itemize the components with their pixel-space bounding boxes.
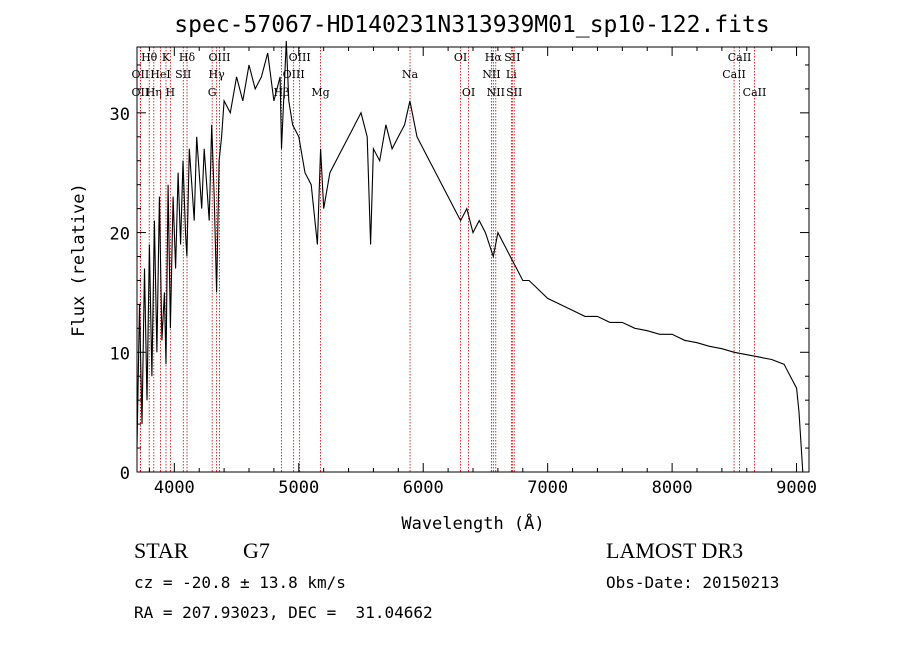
x-tick-label-0: 4000 <box>154 478 195 498</box>
plot-frame <box>136 46 810 473</box>
line-label-6: H <box>166 86 176 99</box>
line-label-4: HeI <box>150 68 170 81</box>
x-tick-label-1: 5000 <box>278 478 319 498</box>
line-label-11: OIII <box>208 51 230 64</box>
line-label-12: Hβ <box>274 86 290 99</box>
line-label-25: CaII <box>722 68 746 81</box>
line-label-20: Hα <box>485 51 503 64</box>
line-label-15: Mg <box>311 86 329 99</box>
object-class: STAR <box>134 538 189 563</box>
line-label-1: OII <box>132 86 150 99</box>
line-label-24: SII <box>506 86 522 99</box>
chart-title: spec-57067-HD140231N313939M01_sp10-122.f… <box>174 12 769 38</box>
line-label-17: OI <box>454 51 467 64</box>
y-tick-label-3: 30 <box>110 105 130 125</box>
line-label-22: Li <box>506 68 517 81</box>
observation-date: Obs-Date: 20150213 <box>606 573 780 592</box>
line-label-16: Na <box>402 68 419 81</box>
line-label-13: OIII <box>283 68 305 81</box>
line-label-3: Hη <box>146 86 162 99</box>
emission-line-markers: OIIOIIHθHηHeIKHSIIHδGHγOIIIHβOIIIOIIIMgN… <box>132 47 767 472</box>
line-label-26: CaII <box>728 51 752 64</box>
redshift-readout: cz = -20.8 ± 13.8 km/s <box>134 573 346 592</box>
y-tick-label-2: 20 <box>110 225 130 245</box>
y-tick-label-0: 0 <box>120 464 130 484</box>
survey-label: LAMOST DR3 <box>606 538 744 563</box>
spectrum-line <box>136 40 804 473</box>
line-label-18: OI <box>462 86 475 99</box>
x-tick-label-3: 7000 <box>527 478 568 498</box>
x-tick-label-2: 6000 <box>403 478 444 498</box>
line-label-7: SII <box>175 68 191 81</box>
y-tick-label-1: 10 <box>110 344 130 364</box>
object-subclass: G7 <box>243 538 270 563</box>
x-axis-label: Wavelength (Å) <box>401 512 544 534</box>
x-tick-label-4: 8000 <box>652 478 693 498</box>
line-label-27: CaII <box>743 86 767 99</box>
line-label-19: NII <box>482 68 500 81</box>
line-label-23: SII <box>504 51 520 64</box>
coordinates-readout: RA = 207.93023, DEC = 31.04662 <box>134 603 433 622</box>
line-label-10: Hγ <box>209 68 226 81</box>
line-label-21: NII <box>487 86 505 99</box>
line-label-2: Hθ <box>141 51 158 64</box>
x-tick-label-5: 9000 <box>776 478 817 498</box>
line-label-5: K <box>162 51 171 64</box>
line-label-8: Hδ <box>179 51 196 64</box>
line-label-9: G <box>208 86 217 99</box>
line-label-14: OIII <box>289 51 311 64</box>
y-axis-label: Flux (relative) <box>69 183 89 337</box>
